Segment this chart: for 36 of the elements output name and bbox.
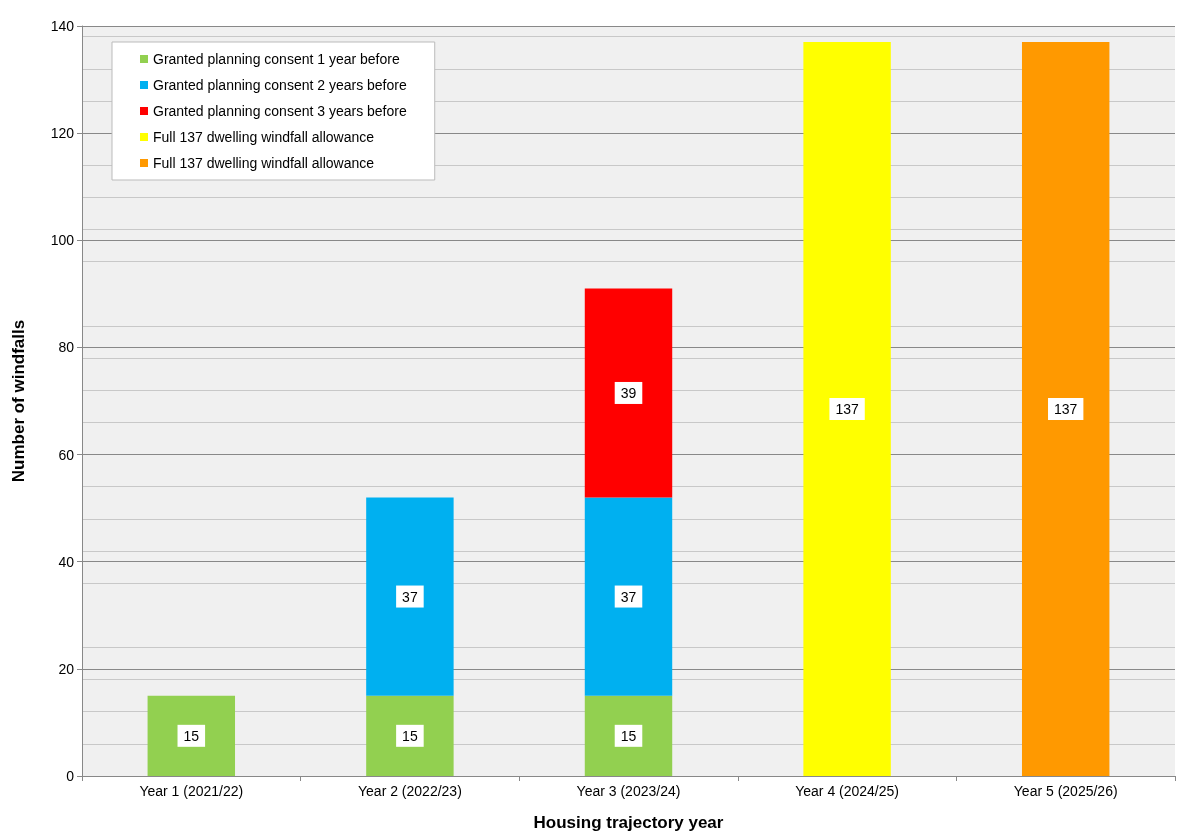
data-label: 137 <box>1054 401 1078 418</box>
legend-label: Granted planning consent 1 year before <box>153 51 400 67</box>
y-tick-label: 60 <box>58 446 75 463</box>
y-tick-label: 40 <box>58 553 75 570</box>
data-label: 15 <box>183 727 200 744</box>
y-axis-title: Number of windfalls <box>9 319 28 483</box>
data-label: 37 <box>620 588 637 605</box>
bar <box>366 497 454 696</box>
y-tick-label: 140 <box>50 18 75 34</box>
x-axis-title: Housing trajectory year <box>533 813 724 832</box>
legend-label: Full 137 dwelling windfall allowance <box>153 155 375 171</box>
bar <box>584 695 673 776</box>
x-tick-label: Year 4 (2024/25) <box>795 783 899 799</box>
data-label: 37 <box>402 588 418 605</box>
data-label: 39 <box>620 384 637 401</box>
bar <box>1021 42 1110 776</box>
y-tick-label: 80 <box>58 339 75 356</box>
legend-label: Full 137 dwelling windfall allowance <box>153 129 375 145</box>
bar <box>584 288 673 498</box>
legend-label: Granted planning consent 2 years before <box>153 77 407 93</box>
legend-label: Granted planning consent 3 years before <box>153 103 407 119</box>
y-tick-label: 100 <box>50 232 75 249</box>
x-tick-label: Year 1 (2021/22) <box>139 783 244 799</box>
y-tick-label: 120 <box>50 125 75 142</box>
bar <box>803 42 891 776</box>
x-tick-label: Year 2 (2022/23) <box>358 783 462 799</box>
bar <box>584 497 673 696</box>
x-tick-label: Year 3 (2023/24) <box>576 783 681 799</box>
y-tick-label: 20 <box>58 660 75 677</box>
data-label: 137 <box>835 401 859 418</box>
bar <box>147 695 236 776</box>
data-label: 15 <box>620 727 637 744</box>
x-tick-label: Year 5 (2025/26) <box>1013 783 1118 799</box>
data-label: 15 <box>402 727 418 744</box>
bar <box>366 695 454 776</box>
y-tick-label: 0 <box>66 768 75 784</box>
